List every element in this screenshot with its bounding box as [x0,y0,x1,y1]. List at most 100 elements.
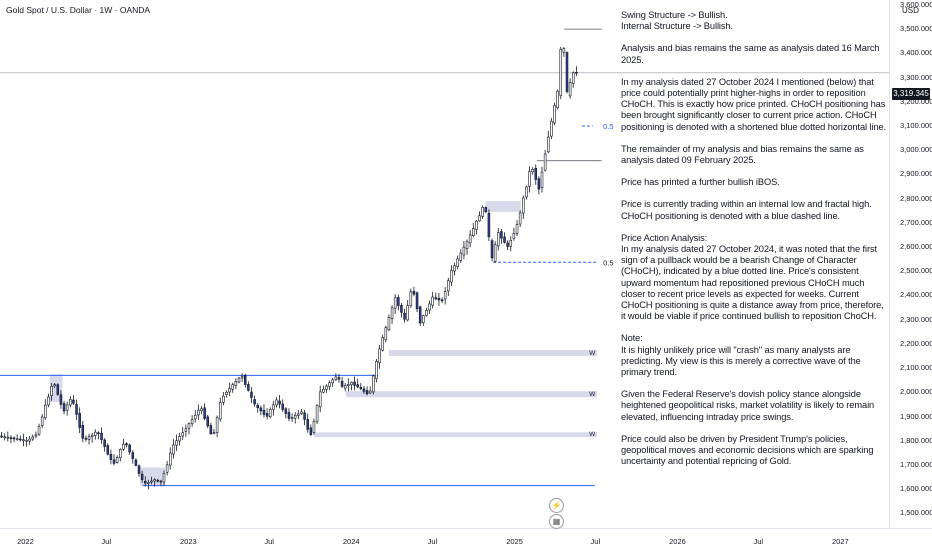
candle-up [343,385,347,389]
price-tick-label: 2,300.000 [900,314,932,324]
candle-up [122,443,125,450]
candle-up [175,440,178,446]
price-tick-label: 2,400.000 [900,290,932,300]
candle-up [222,395,225,403]
calendar-icon[interactable]: ▦ [549,514,564,529]
candle-up [518,212,522,225]
candle-up [318,391,322,408]
candle-up [328,382,331,387]
candle-up [47,396,50,406]
candle-up [22,439,25,441]
candle-up [275,399,278,406]
candle-up [515,224,519,234]
candle-down [247,384,250,391]
candle-down [203,407,206,419]
candle-down [400,304,403,313]
candle-up [453,265,456,272]
time-tick-label: Jul [264,537,274,546]
candle-up [422,315,425,323]
candle-up [331,379,334,384]
candle-down [484,207,488,213]
analysis-notes: Swing Structure -> Bullish. Internal Str… [621,10,889,479]
symbol-title[interactable]: Gold Spot / U.S. Dollar · 1W · OANDA [6,5,151,15]
candle-up [525,186,528,198]
candle-down [109,453,113,460]
candle-up [190,419,194,425]
candle-down [259,407,263,412]
note-ibos: Price has printed a further bullish iBOS… [621,177,780,188]
candle-down [284,408,288,414]
candle-up [228,388,231,393]
weekly-zone-1 [388,349,598,357]
candle-down [359,386,363,390]
note-structure: Swing Structure -> Bullish. Internal Str… [621,10,733,32]
price-tick-label: 2,800.000 [900,193,932,203]
candle-up [322,389,325,393]
candle-down [159,480,163,483]
candle-up [290,417,294,419]
candle-down [265,413,269,417]
candle-up [237,377,241,383]
price-tick-label: 1,600.000 [900,484,932,494]
price-tick-label: 1,800.000 [900,435,932,445]
candle-up [568,82,572,97]
candle-up [378,348,381,363]
candle-up [297,413,300,416]
zone-2022-low [140,467,166,486]
candle-down [125,443,128,446]
candle-down [340,380,344,387]
price-tick-label: 3,100.000 [900,120,932,130]
candle-down [397,297,400,306]
candle-up [468,234,472,244]
candle-down [56,384,60,395]
candle-up [3,436,6,439]
note-price-action: Price Action Analysis: In my analysis da… [621,232,884,322]
time-tick-label: Jul [101,537,111,546]
candle-up [478,215,481,222]
candle-down [412,291,416,295]
candle-down [537,178,541,190]
candle-up [15,438,19,441]
time-tick-label: Jul [427,537,438,546]
candle-up [50,385,53,397]
candle-up [450,270,453,283]
candle-up [218,402,222,420]
candle-down [440,299,444,302]
candle-down [250,391,253,398]
price-tick-label: 2,000.000 [900,387,932,397]
candle-up [69,399,72,406]
candle-up [272,404,275,410]
candle-up [147,482,150,484]
price-tick-label: 2,900.000 [900,169,932,179]
time-axis[interactable]: 2022 Jul 2023 Jul 2024 Jul 2025 Jul 2026 Jul 2027 [0,528,932,551]
lightning-icon[interactable]: ⚡ [549,498,564,513]
candle-down [500,231,503,239]
candle-down [281,403,284,410]
candle-down [209,425,213,435]
candle-down [97,432,100,435]
candle-up [25,439,28,442]
time-tick-label: 2022 [17,537,34,546]
candle-up [153,479,156,482]
candle-up [540,171,544,188]
candle-up [556,90,559,109]
candle-up [28,438,31,442]
candle-up [406,305,409,321]
zone-label-2: W [589,391,596,398]
candle-up [312,421,316,433]
candle-up [119,449,122,459]
zone-2022-high [49,374,63,403]
candle-down [143,480,147,484]
candle-up [162,473,166,483]
candle-up [234,381,238,386]
candle-down [503,236,506,243]
candle-down [103,439,106,447]
price-axis[interactable]: USD 1,500.000 1,600.000 1,700.000 1,800.000… [889,0,932,528]
candle-up [528,171,531,187]
candle-up [37,426,41,435]
candle-up [546,136,550,153]
candle-up [268,409,272,418]
candle-down [434,297,438,300]
candle-up [456,258,459,267]
